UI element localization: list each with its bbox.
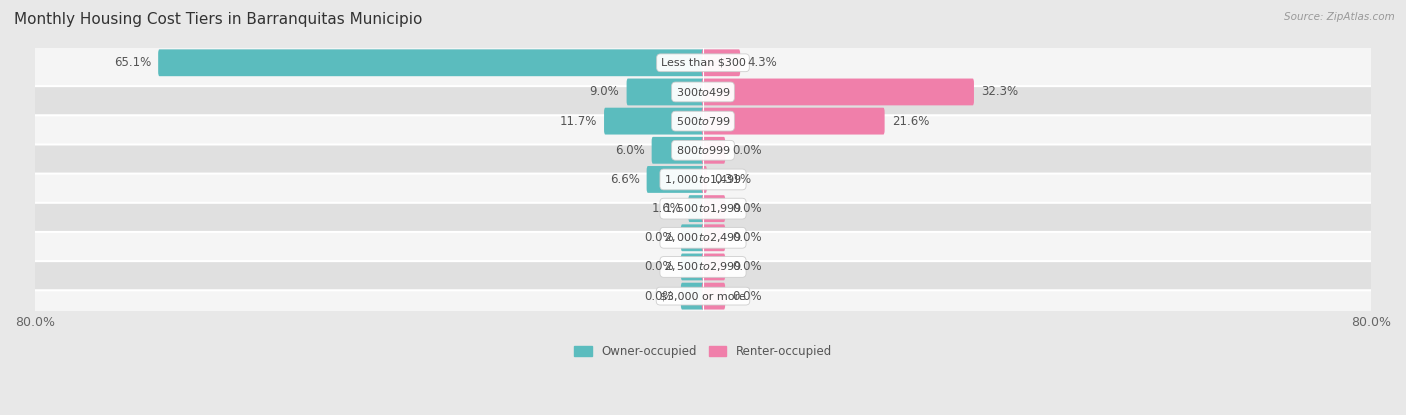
Text: 9.0%: 9.0% (589, 85, 620, 98)
Text: 4.3%: 4.3% (747, 56, 778, 69)
FancyBboxPatch shape (702, 137, 725, 164)
Text: 6.0%: 6.0% (614, 144, 644, 157)
Text: 0.0%: 0.0% (644, 231, 673, 244)
Text: 21.6%: 21.6% (891, 115, 929, 128)
Text: Monthly Housing Cost Tiers in Barranquitas Municipio: Monthly Housing Cost Tiers in Barranquit… (14, 12, 422, 27)
Text: 65.1%: 65.1% (114, 56, 150, 69)
Text: 0.0%: 0.0% (733, 290, 762, 303)
Text: $2,500 to $2,999: $2,500 to $2,999 (664, 261, 742, 273)
FancyBboxPatch shape (627, 78, 704, 105)
Text: 0.0%: 0.0% (644, 261, 673, 273)
Text: 1.6%: 1.6% (651, 202, 682, 215)
Text: Less than $300: Less than $300 (661, 58, 745, 68)
FancyBboxPatch shape (702, 166, 707, 193)
Text: 32.3%: 32.3% (981, 85, 1018, 98)
FancyBboxPatch shape (651, 137, 704, 164)
Legend: Owner-occupied, Renter-occupied: Owner-occupied, Renter-occupied (569, 340, 837, 363)
Text: 0.0%: 0.0% (733, 261, 762, 273)
FancyBboxPatch shape (702, 283, 725, 310)
Text: $800 to $999: $800 to $999 (675, 144, 731, 156)
FancyBboxPatch shape (702, 78, 974, 105)
Text: $3,000 or more: $3,000 or more (661, 291, 745, 301)
Text: 11.7%: 11.7% (560, 115, 598, 128)
Text: 0.0%: 0.0% (733, 202, 762, 215)
FancyBboxPatch shape (32, 156, 1374, 203)
Text: 6.6%: 6.6% (610, 173, 640, 186)
Text: 0.0%: 0.0% (733, 231, 762, 244)
FancyBboxPatch shape (605, 108, 704, 134)
FancyBboxPatch shape (702, 49, 740, 76)
FancyBboxPatch shape (689, 195, 704, 222)
Text: 0.31%: 0.31% (714, 173, 751, 186)
Text: $500 to $799: $500 to $799 (675, 115, 731, 127)
FancyBboxPatch shape (157, 49, 704, 76)
FancyBboxPatch shape (681, 283, 704, 310)
FancyBboxPatch shape (32, 127, 1374, 173)
FancyBboxPatch shape (32, 215, 1374, 261)
Text: 0.0%: 0.0% (644, 290, 673, 303)
Text: $300 to $499: $300 to $499 (675, 86, 731, 98)
FancyBboxPatch shape (32, 244, 1374, 290)
FancyBboxPatch shape (702, 225, 725, 251)
FancyBboxPatch shape (647, 166, 704, 193)
FancyBboxPatch shape (702, 108, 884, 134)
FancyBboxPatch shape (32, 39, 1374, 86)
Text: $2,000 to $2,499: $2,000 to $2,499 (664, 231, 742, 244)
FancyBboxPatch shape (702, 254, 725, 281)
FancyBboxPatch shape (32, 185, 1374, 232)
Text: $1,000 to $1,499: $1,000 to $1,499 (664, 173, 742, 186)
Text: Source: ZipAtlas.com: Source: ZipAtlas.com (1284, 12, 1395, 22)
Text: $1,500 to $1,999: $1,500 to $1,999 (664, 202, 742, 215)
FancyBboxPatch shape (32, 98, 1374, 144)
FancyBboxPatch shape (681, 254, 704, 281)
FancyBboxPatch shape (32, 273, 1374, 320)
FancyBboxPatch shape (702, 195, 725, 222)
Text: 0.0%: 0.0% (733, 144, 762, 157)
FancyBboxPatch shape (32, 68, 1374, 115)
FancyBboxPatch shape (681, 225, 704, 251)
